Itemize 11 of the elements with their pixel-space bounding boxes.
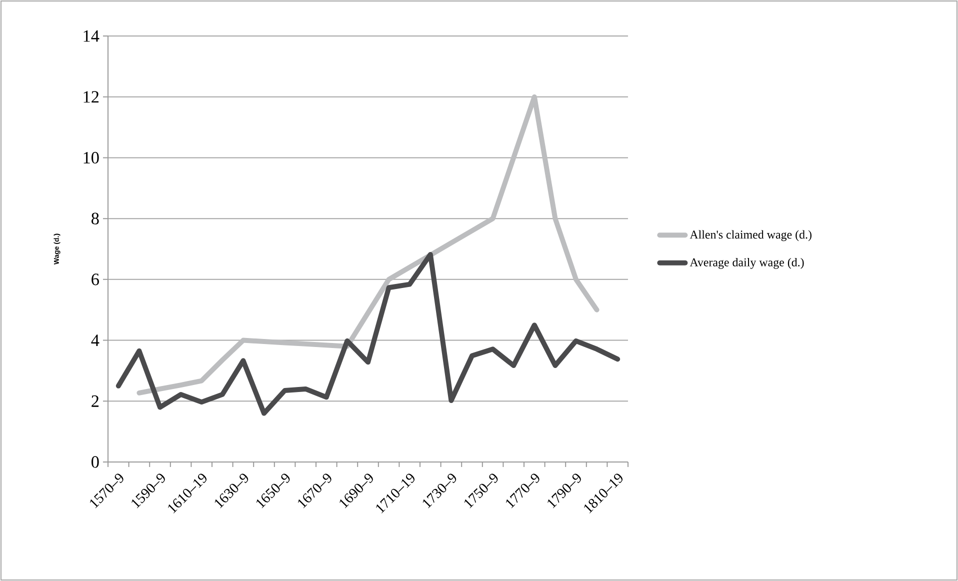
y-tick-label: 14: [84, 30, 100, 42]
line-series: [116, 252, 620, 416]
y-tick-label: 2: [92, 395, 99, 407]
y-tick-label: 6: [92, 274, 99, 286]
y-tick-label: 12: [84, 91, 99, 103]
y-tick-label: 8: [92, 212, 99, 224]
y-tick-label: 0: [92, 456, 99, 468]
legend-label: Average daily wage (d.): [690, 258, 804, 269]
y-tick-label: 10: [84, 152, 99, 164]
y-tick-label: 4: [91, 334, 100, 346]
legend-label: Allen's claimed wage (d.): [690, 230, 812, 242]
